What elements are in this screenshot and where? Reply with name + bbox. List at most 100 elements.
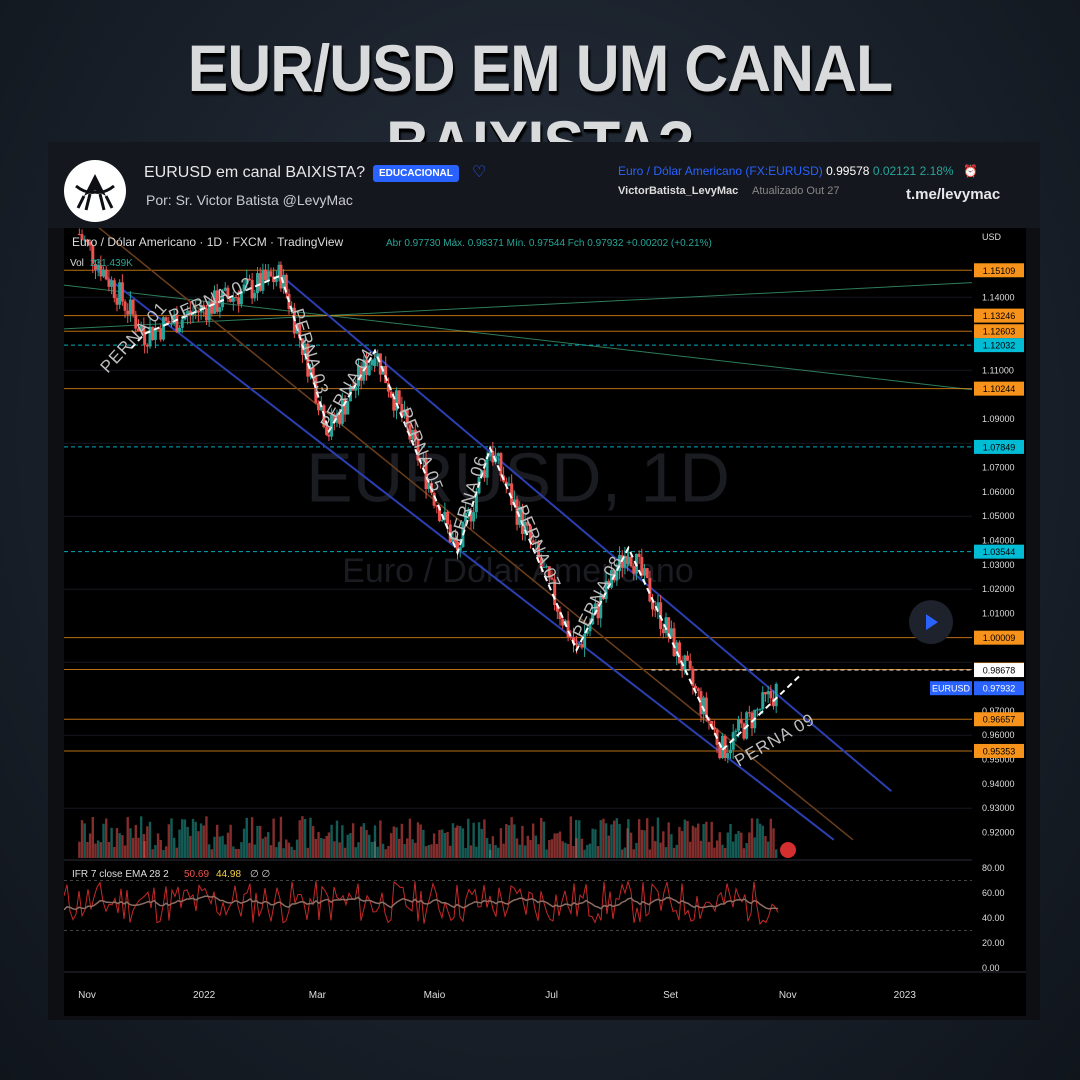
candle-body: [99, 265, 103, 277]
author-username[interactable]: VictorBatista_LevyMac: [618, 185, 739, 197]
volume-bar: [607, 835, 610, 858]
candle-body: [389, 391, 393, 398]
candle-body: [585, 631, 589, 634]
candle-body: [550, 577, 554, 580]
candle-body: [645, 568, 649, 579]
candle-body: [96, 265, 100, 270]
price-level-tag-text: 1.07849: [983, 442, 1016, 452]
candle-body: [643, 568, 647, 576]
price-level-tag-text: 0.95353: [983, 746, 1016, 756]
volume-bar: [376, 846, 379, 858]
price-axis-tick: 1.06000: [982, 487, 1015, 497]
volume-bar: [224, 844, 227, 858]
candle-body: [346, 401, 350, 415]
volume-bar: [672, 847, 676, 858]
volume-bar: [477, 822, 481, 858]
volume-bar: [518, 844, 521, 858]
volume-bar: [604, 823, 608, 858]
candle-body: [261, 269, 265, 291]
candle-body: [737, 719, 741, 731]
author-avatar[interactable]: [64, 160, 126, 222]
candle-body: [469, 509, 473, 522]
candle-body: [424, 459, 428, 490]
candle-body: [367, 365, 371, 376]
volume-bar: [181, 819, 184, 858]
volume-bar: [264, 836, 267, 858]
candle-body: [488, 451, 492, 456]
rsi-header: IFR 7 close EMA 28 2: [72, 869, 169, 880]
volume-bar: [156, 833, 160, 858]
candle-body: [136, 328, 140, 332]
candle-body: [520, 506, 524, 535]
candle-body: [651, 601, 655, 610]
candle-body: [604, 580, 608, 600]
candle-body: [766, 691, 770, 695]
candle-body: [421, 459, 425, 461]
volume-bar: [258, 825, 262, 858]
candle-body: [609, 570, 613, 588]
candle-body: [115, 298, 119, 305]
price-level-tag: [974, 338, 1024, 353]
price-level-tag-text: 0.96657: [983, 715, 1016, 725]
candle-body: [202, 305, 206, 309]
volume-bar: [629, 832, 633, 858]
price-axis-tick: 0.93000: [982, 803, 1015, 813]
telegram-link[interactable]: t.me/levymac: [906, 186, 1001, 203]
symbol-full-name[interactable]: Euro / Dólar Americano: [618, 164, 743, 178]
candle-body: [170, 323, 174, 325]
volume-bar: [354, 847, 357, 858]
volume-bar: [456, 825, 459, 858]
volume-bar: [256, 825, 259, 858]
volume-bar: [556, 833, 559, 858]
volume-bar: [580, 838, 584, 858]
price-axis-tick: 1.01000: [982, 609, 1015, 619]
price-axis-tick: 1.07000: [982, 463, 1015, 473]
volume-bar: [761, 825, 764, 858]
symbol-code[interactable]: (FX:EURUSD): [745, 164, 823, 178]
volume-bar: [769, 818, 773, 858]
volume-bar: [505, 824, 508, 858]
volume-bar: [338, 842, 341, 858]
candle-body: [566, 620, 570, 637]
price-axis-tick: 0.97000: [982, 706, 1015, 716]
symbol-quote[interactable]: Euro / Dólar Americano (FX:EURUSD) 0.995…: [618, 164, 978, 178]
candle-body: [80, 234, 84, 240]
candle-body: [472, 512, 476, 522]
volume-bar: [162, 849, 165, 858]
volume-bar: [510, 817, 513, 858]
volume-bar: [640, 829, 644, 858]
candle-body: [669, 628, 673, 637]
volume-bar: [451, 823, 455, 858]
volume-bar: [129, 828, 132, 858]
volume-bar: [750, 818, 754, 858]
like-heart-icon[interactable]: ♡: [472, 164, 487, 181]
volume-bar: [591, 828, 594, 858]
volume-bar: [134, 824, 137, 858]
volume-bar: [513, 824, 516, 858]
volume-bar: [612, 820, 616, 858]
volume-bar: [680, 830, 684, 858]
alarm-clock-icon[interactable]: ⏰: [962, 164, 978, 178]
volume-bar: [293, 849, 296, 858]
volume-bar: [485, 838, 489, 858]
category-badge[interactable]: EDUCACIONAL: [373, 165, 459, 182]
price-axis-tick: 1.04000: [982, 536, 1015, 546]
candle-body: [269, 271, 273, 277]
candle-body: [204, 308, 208, 321]
volume-bar: [248, 842, 251, 858]
chart-ohlc: Abr 0.97730 Máx. 0.98371 Mín. 0.97544 Fc…: [386, 238, 712, 249]
volume-bar: [159, 839, 162, 858]
volume-bar: [432, 833, 436, 858]
volume-bar: [346, 834, 349, 858]
price-level-tag-text: 1.12032: [983, 341, 1016, 351]
candle-body: [142, 325, 146, 334]
candle-body: [303, 343, 307, 355]
volume-bar: [459, 826, 462, 858]
candle-body: [534, 542, 538, 544]
idea-title[interactable]: EURUSD em canal BAIXISTA?: [144, 164, 366, 181]
volume-bar: [178, 829, 181, 858]
volume-bar: [131, 837, 135, 858]
volume-bar: [146, 826, 149, 858]
volume-bar: [341, 825, 344, 858]
